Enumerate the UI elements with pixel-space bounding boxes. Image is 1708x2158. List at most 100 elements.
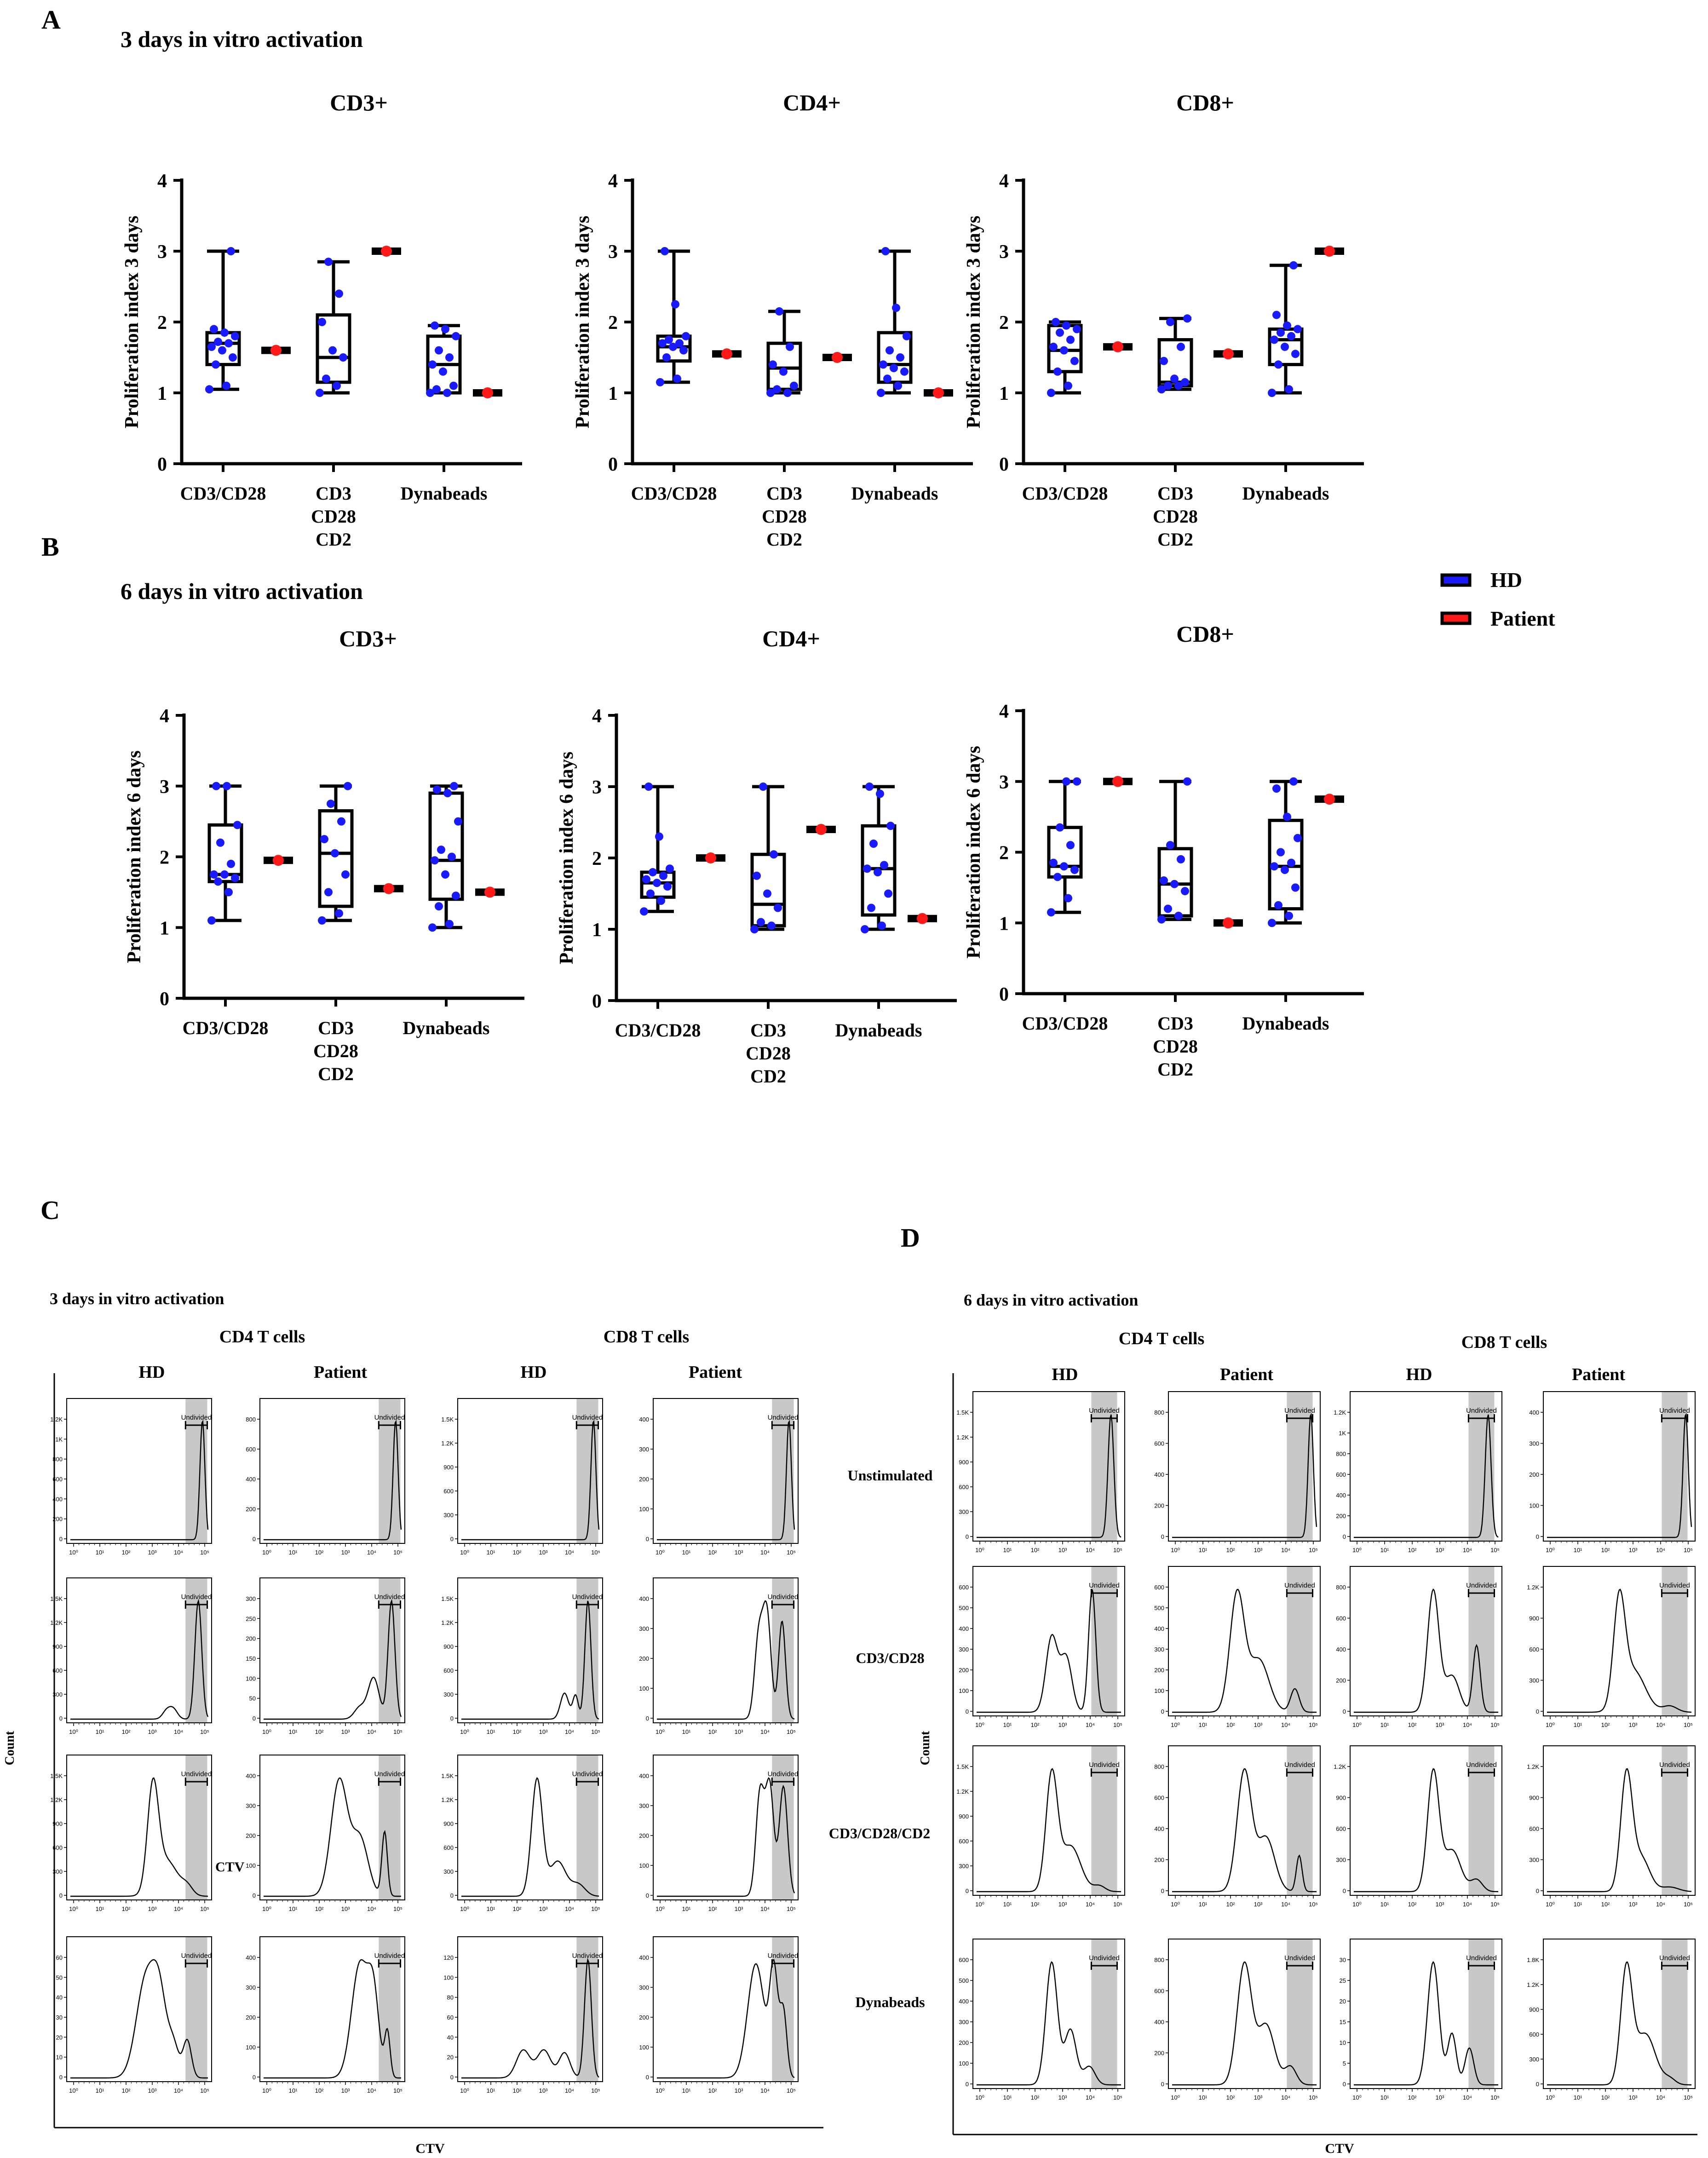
hd-point bbox=[445, 353, 454, 362]
y-tick-label: 0 bbox=[999, 454, 1009, 475]
gate-label: Undivided bbox=[181, 1952, 212, 1960]
flow-x-tick-label: 10⁰ bbox=[1546, 1547, 1555, 1554]
hd-point bbox=[231, 332, 239, 340]
histogram-frame bbox=[457, 1398, 603, 1544]
flow-x-tick-label: 10⁵ bbox=[393, 1905, 403, 1912]
flow-x-tick-label: 10⁰ bbox=[656, 1549, 665, 1556]
undivided-gate-region bbox=[379, 1937, 401, 2082]
histogram-frame bbox=[1350, 1391, 1502, 1542]
flow-y-tick-label: 300 bbox=[639, 1625, 649, 1632]
hd-point bbox=[790, 381, 798, 390]
flow-x-tick-label: 10¹ bbox=[1199, 1547, 1208, 1554]
hd-point bbox=[1291, 883, 1300, 892]
flow-x-tick-label: 10⁵ bbox=[200, 1549, 209, 1556]
flow-y-tick-label: 600 bbox=[246, 1446, 256, 1453]
histogram-frame bbox=[1543, 1566, 1696, 1716]
flow-y-tick-label: 1.2K bbox=[441, 1619, 454, 1626]
flow-x-tick-label: 10¹ bbox=[289, 2087, 298, 2094]
flow-x-tick-label: 10⁵ bbox=[787, 1728, 796, 1735]
flow-y-tick-label: 600 bbox=[52, 1667, 63, 1674]
flow-x-tick-label: 10² bbox=[315, 1728, 324, 1735]
flow-y-tick-label: 0 bbox=[59, 2074, 63, 2081]
hd-point bbox=[890, 364, 898, 373]
x-tick-label: CD3 bbox=[750, 1020, 786, 1041]
histogram-curve bbox=[70, 1777, 208, 1897]
hd-point bbox=[1060, 346, 1068, 355]
histogram-curve bbox=[1354, 1414, 1499, 1538]
flow-x-tick-label: 10³ bbox=[539, 1905, 548, 1912]
hd-point bbox=[233, 821, 242, 829]
flow-y-tick-label: 20 bbox=[1340, 1998, 1346, 2005]
undivided-gate-region bbox=[576, 1398, 598, 1543]
histogram-curve bbox=[461, 1600, 599, 1720]
flow-histogram: Undivided 1.2K 900 600 300 0 10⁰ 10¹ 10² 10³ 10⁴ 10… bbox=[1527, 1745, 1696, 1908]
y-tick-label: 0 bbox=[999, 984, 1009, 1005]
panel-c-cd4-label: CD4 T cells bbox=[219, 1327, 305, 1347]
y-tick-label: 4 bbox=[608, 171, 618, 192]
histogram-curve bbox=[977, 1768, 1121, 1893]
hd-point bbox=[863, 864, 871, 873]
flow-x-tick-label: 10² bbox=[513, 1549, 522, 1556]
histogram-curve bbox=[1547, 1413, 1692, 1538]
hd-point bbox=[337, 817, 345, 826]
hd-point bbox=[894, 381, 902, 390]
flow-y-tick-label: 100 bbox=[639, 1862, 649, 1869]
flow-x-tick-label: 10⁰ bbox=[656, 1905, 665, 1912]
flow-y-tick-label: 100 bbox=[443, 1974, 454, 1981]
hd-point bbox=[435, 902, 443, 911]
gate-label: Undivided bbox=[181, 1770, 212, 1778]
flow-grid-d-frame bbox=[952, 1373, 1697, 2135]
row-label-cd3-cd28-cd2: CD3/CD28/CD2 bbox=[829, 1825, 930, 1841]
boxplot-a-cd4: CD4+ Proliferation index 3 days 0 1 2 3 4 CD3/C… bbox=[572, 90, 973, 550]
histogram-curve bbox=[70, 1420, 209, 1541]
flow-histogram: Undivided 120 100 80 60 40 20 0 10⁰ 10¹ 10² 10³ 10⁴ 1… bbox=[443, 1936, 603, 2094]
x-tick-label: CD28 bbox=[762, 506, 807, 527]
flow-histogram: Undivided 1.5K 1.2K 900 600 300 0 10⁰ 10¹ 10² 10³ 1… bbox=[441, 1577, 603, 1735]
hd-point bbox=[335, 289, 343, 298]
hd-point bbox=[207, 916, 216, 925]
flow-y-tick-label: 40 bbox=[447, 2034, 454, 2041]
flow-y-tick-label: 0 bbox=[253, 1892, 256, 1899]
flow-y-tick-label: 600 bbox=[1336, 1825, 1346, 1832]
hd-point bbox=[222, 381, 230, 390]
flow-y-tick-label: 0 bbox=[1536, 1888, 1539, 1894]
histogram-frame bbox=[1350, 1939, 1502, 2089]
histogram-frame bbox=[1168, 1391, 1321, 1542]
histogram-curve bbox=[1172, 1961, 1317, 2086]
flow-y-tick-label: 0 bbox=[1161, 1708, 1164, 1715]
histogram-frame bbox=[653, 1398, 799, 1544]
flow-x-tick-label: 10² bbox=[708, 1905, 717, 1912]
flow-y-tick-label: 1.5K bbox=[441, 1595, 454, 1602]
histogram-frame bbox=[1168, 1745, 1321, 1896]
patient-point bbox=[1112, 341, 1123, 352]
y-axis-label: Proliferation index 6 days bbox=[556, 752, 577, 964]
flow-y-tick-label: 200 bbox=[959, 1667, 969, 1674]
hd-point bbox=[644, 783, 653, 791]
row-label-cd3-cd28: CD3/CD28 bbox=[856, 1650, 924, 1666]
gate-label: Undivided bbox=[1466, 1761, 1497, 1769]
flow-y-tick-label: 100 bbox=[959, 2060, 969, 2067]
hd-point bbox=[333, 381, 341, 390]
hd-point bbox=[1049, 858, 1058, 867]
flow-x-tick-label: 10⁴ bbox=[1281, 1721, 1290, 1728]
patient-point bbox=[273, 855, 284, 866]
flow-y-tick-label: 300 bbox=[52, 1868, 63, 1875]
x-tick-label: CD3/CD28 bbox=[180, 483, 266, 504]
flow-y-tick-label: 400 bbox=[1154, 2019, 1164, 2026]
gate-label: Undivided bbox=[1466, 1954, 1497, 1962]
hd-point bbox=[328, 346, 337, 355]
hd-point bbox=[886, 346, 894, 355]
flow-y-tick-label: 0 bbox=[59, 1536, 63, 1542]
gate-label: Undivided bbox=[1089, 1761, 1120, 1769]
x-tick-label: CD3 bbox=[1157, 1013, 1193, 1034]
x-tick-label: Dynabeads bbox=[401, 483, 488, 504]
flow-x-tick-label: 10¹ bbox=[96, 2087, 104, 2094]
flow-y-tick-label: 60 bbox=[56, 1954, 63, 1961]
histogram-curve bbox=[657, 1420, 795, 1541]
flow-histogram: Undivided 30 25 20 15 10 5 0 10⁰ 10¹ 10² 10³ 10⁴ 10⁵ bbox=[1340, 1939, 1502, 2101]
flow-y-tick-label: 400 bbox=[1154, 1625, 1164, 1632]
flow-x-tick-label: 10² bbox=[315, 1905, 324, 1912]
flow-x-tick-label: 10³ bbox=[1254, 2094, 1263, 2101]
flow-y-tick-label: 0 bbox=[59, 1715, 63, 1722]
undivided-gate-region bbox=[1091, 1746, 1117, 1895]
